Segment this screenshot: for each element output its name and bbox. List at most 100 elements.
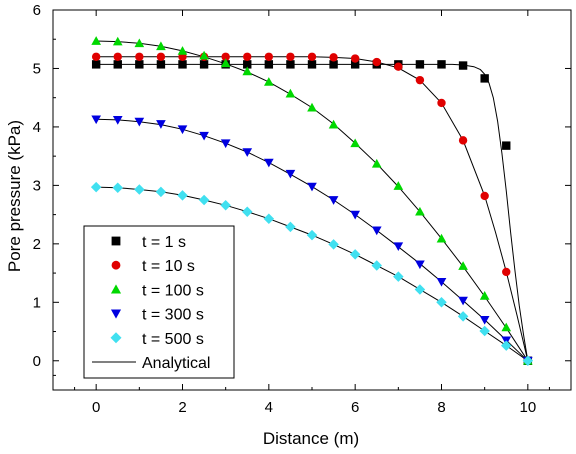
data-point xyxy=(415,75,425,85)
legend-marker xyxy=(111,236,121,246)
data-point xyxy=(221,52,230,61)
data-point xyxy=(414,284,426,295)
data-point xyxy=(199,60,209,69)
y-tick-label: 6 xyxy=(33,2,41,19)
x-tick-label: 6 xyxy=(351,399,359,416)
data-point xyxy=(328,196,339,205)
data-point xyxy=(307,52,317,61)
data-point xyxy=(112,116,123,125)
x-tick-label: 0 xyxy=(92,399,100,416)
data-point xyxy=(285,221,296,233)
data-point xyxy=(242,148,253,157)
legend-marker xyxy=(111,260,121,270)
data-point xyxy=(286,60,295,69)
data-point xyxy=(264,52,274,61)
data-point xyxy=(349,249,361,260)
data-point xyxy=(393,242,404,252)
y-tick-label: 2 xyxy=(33,236,41,253)
data-point xyxy=(156,60,166,69)
data-point xyxy=(177,46,188,55)
series-diamond xyxy=(90,181,534,367)
legend-label: t = 300 s xyxy=(142,307,204,324)
data-point xyxy=(198,194,210,206)
legend-label: t = 1 s xyxy=(142,234,186,251)
data-point xyxy=(156,120,166,129)
data-point xyxy=(371,226,382,236)
legend-marker xyxy=(110,309,122,319)
data-point xyxy=(480,191,489,201)
data-point xyxy=(112,182,123,193)
data-point xyxy=(91,60,101,69)
data-point xyxy=(306,229,318,241)
data-point xyxy=(479,325,490,337)
data-point xyxy=(371,260,382,271)
data-point xyxy=(220,200,231,211)
x-axis-ticks: 0 2 4 6 8 10 xyxy=(74,10,550,416)
data-point xyxy=(286,52,295,61)
legend-label: Analytical xyxy=(142,355,210,372)
data-point xyxy=(458,261,468,270)
data-point xyxy=(394,62,403,71)
data-point xyxy=(220,58,231,68)
data-point xyxy=(457,311,469,322)
data-point xyxy=(112,36,123,46)
data-point xyxy=(220,139,231,149)
data-point xyxy=(458,136,468,145)
data-point xyxy=(242,206,253,217)
data-point xyxy=(436,233,447,243)
data-point xyxy=(135,52,144,61)
data-point xyxy=(177,125,188,135)
data-point xyxy=(415,206,425,216)
data-point xyxy=(501,340,512,351)
data-point xyxy=(177,190,188,201)
data-point xyxy=(91,115,101,125)
data-point xyxy=(91,52,101,61)
legend-marker xyxy=(110,284,122,294)
data-point xyxy=(156,52,166,61)
data-point xyxy=(135,60,144,69)
y-tick-label: 3 xyxy=(33,177,41,194)
y-tick-label: 0 xyxy=(33,353,41,370)
data-point xyxy=(178,60,187,69)
data-point xyxy=(371,158,382,168)
legend: t = 1 s t = 10 s t = 100 s t = 300 s t = 500… xyxy=(83,225,235,379)
data-point xyxy=(436,277,447,287)
data-point xyxy=(90,181,102,193)
data-point xyxy=(264,60,274,69)
data-point xyxy=(329,53,338,62)
data-point xyxy=(372,57,381,67)
data-point xyxy=(134,184,145,195)
x-tick-label: 2 xyxy=(178,399,186,416)
data-point xyxy=(479,315,490,325)
data-point xyxy=(199,131,209,141)
data-point xyxy=(134,38,145,48)
data-point xyxy=(393,271,404,282)
data-point xyxy=(350,210,360,220)
legend-label: t = 500 s xyxy=(142,331,204,348)
data-point xyxy=(328,239,339,250)
data-point xyxy=(350,60,360,69)
data-point xyxy=(91,36,101,45)
x-tick-label: 10 xyxy=(519,399,536,416)
data-point xyxy=(350,54,360,63)
data-point xyxy=(436,297,447,308)
data-points xyxy=(90,36,534,367)
data-point xyxy=(134,117,145,127)
series-triangle-down xyxy=(91,115,533,366)
data-point xyxy=(156,41,166,51)
legend-box xyxy=(83,225,235,379)
data-point xyxy=(113,60,122,69)
legend-marker xyxy=(110,332,122,344)
data-point xyxy=(264,77,274,86)
data-point xyxy=(242,66,253,76)
x-tick-label: 4 xyxy=(265,399,273,416)
series-triangle-up xyxy=(91,36,533,365)
legend-label: t = 100 s xyxy=(142,282,204,299)
data-point xyxy=(329,60,338,69)
data-point xyxy=(437,60,446,69)
data-point xyxy=(285,88,296,98)
data-point xyxy=(307,182,317,192)
analytical-curve xyxy=(96,56,529,361)
data-point xyxy=(501,322,512,332)
